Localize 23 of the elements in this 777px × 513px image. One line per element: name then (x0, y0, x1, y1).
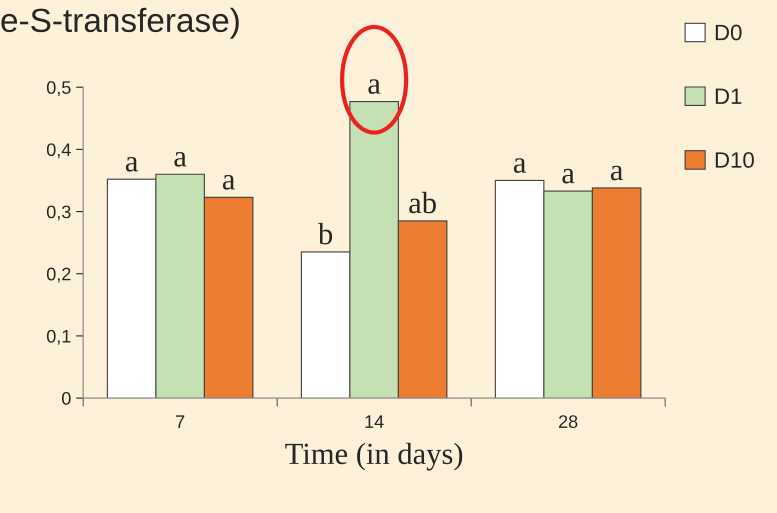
x-tick-label: 28 (558, 415, 578, 428)
x-tick-label: 7 (176, 415, 184, 428)
chart-title: e-S-transferase) (1, 8, 239, 39)
y-tick-label: 0,1 (46, 330, 70, 345)
legend-label: D10 (716, 152, 754, 168)
annotation: a (514, 158, 526, 173)
x-tick-label: 14 (365, 415, 384, 428)
y-tick-label: 0,4 (46, 143, 71, 158)
y-tick-label: 0,2 (46, 268, 70, 283)
annotation: ab (409, 192, 436, 214)
legend-label: D0 (716, 24, 742, 40)
annotation: a (222, 175, 235, 190)
annotation: a (126, 156, 138, 172)
annotation: a (562, 168, 574, 184)
legend-label: D1 (716, 88, 742, 104)
annotation: b (318, 222, 332, 244)
annotation: a (368, 79, 380, 94)
x-axis-title: Time (in days) (285, 442, 462, 470)
annotation: a (174, 152, 186, 167)
annotation: a (610, 166, 623, 180)
y-tick-label: 0,5 (46, 81, 71, 96)
y-tick-label: 0 (62, 392, 71, 405)
y-tick-label: 0,3 (46, 205, 71, 220)
